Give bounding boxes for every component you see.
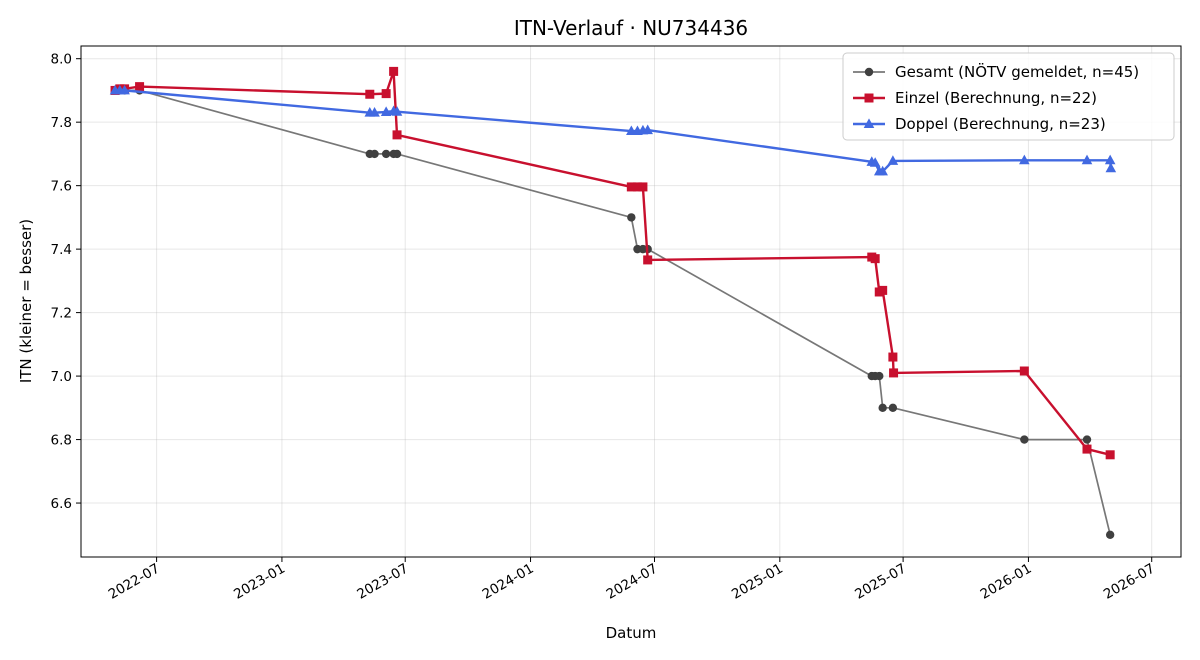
y-tick-label: 7.0 [51, 369, 72, 385]
data-point-einzel [638, 182, 648, 192]
data-point-gesamt [888, 403, 898, 413]
y-tick-label: 7.4 [51, 242, 72, 258]
data-point-einzel [389, 66, 399, 76]
y-axis: 6.6 6.8 7.0 7.2 7.4 7.6 7.8 8.0 [51, 52, 81, 512]
y-tick-label: 6.8 [51, 433, 72, 449]
chart-title: ITN-Verlauf · NU734436 [514, 16, 748, 40]
x-axis-label: Datum [606, 624, 657, 642]
series-doppel [109, 84, 1117, 176]
data-point-einzel [381, 89, 391, 99]
y-axis-label: ITN (kleiner = besser) [17, 219, 35, 383]
y-tick-label: 7.8 [51, 115, 72, 131]
data-point-gesamt [370, 149, 379, 159]
data-point-gesamt [1020, 435, 1029, 444]
data-point-doppel [1081, 154, 1093, 165]
data-point-doppel [642, 124, 653, 135]
data-point-gesamt [1105, 530, 1115, 539]
data-point-doppel [877, 165, 888, 176]
data-point-doppel [119, 84, 130, 95]
data-point-doppel [369, 107, 380, 117]
plot-frame [80, 45, 1182, 558]
data-point-doppel [380, 106, 392, 117]
data-point-einzel [632, 182, 642, 192]
legend-label-gesamt: Gesamt (NÖTV gemeldet, n=45) [895, 62, 1139, 81]
data-point-einzel [878, 285, 888, 295]
data-point-einzel [365, 89, 375, 99]
series-layer [109, 66, 1117, 539]
legend-marker-gesamt [864, 67, 874, 77]
data-point-einzel [392, 130, 402, 140]
data-point-gesamt [392, 149, 402, 159]
data-point-einzel [626, 182, 636, 192]
data-point-gesamt [1082, 435, 1092, 444]
data-point-doppel [1105, 162, 1117, 173]
y-tick-label: 6.6 [51, 496, 72, 512]
y-tick-label: 7.6 [51, 179, 72, 195]
data-point-doppel [887, 155, 899, 165]
data-point-gesamt [878, 403, 887, 413]
data-point-einzel [135, 82, 145, 92]
data-point-einzel [870, 254, 880, 264]
legend-box [842, 52, 1175, 141]
legend-label-einzel: Einzel (Berechnung, n=22) [895, 89, 1097, 107]
data-point-doppel [391, 106, 403, 116]
data-point-doppel [1104, 154, 1116, 165]
data-point-gesamt [627, 213, 636, 222]
data-point-doppel [1019, 154, 1030, 165]
data-point-einzel [888, 352, 898, 362]
data-point-einzel [1082, 444, 1092, 454]
y-tick-label: 7.2 [51, 306, 72, 322]
legend-marker-doppel [863, 118, 875, 128]
series-einzel [110, 66, 1115, 460]
data-point-einzel [889, 368, 899, 378]
data-point-einzel [643, 255, 653, 265]
data-point-einzel [1019, 366, 1029, 376]
data-point-gesamt [875, 371, 884, 381]
data-point-doppel [869, 157, 881, 167]
y-tick-label: 8.0 [51, 52, 72, 68]
legend-label-doppel: Doppel (Berechnung, n=23) [895, 115, 1106, 133]
data-point-einzel [1105, 450, 1115, 460]
data-point-gesamt [381, 149, 391, 159]
legend-marker-einzel [864, 93, 874, 103]
legend: Gesamt (NÖTV gemeldet, n=45) Einzel (Bere… [842, 52, 1175, 141]
